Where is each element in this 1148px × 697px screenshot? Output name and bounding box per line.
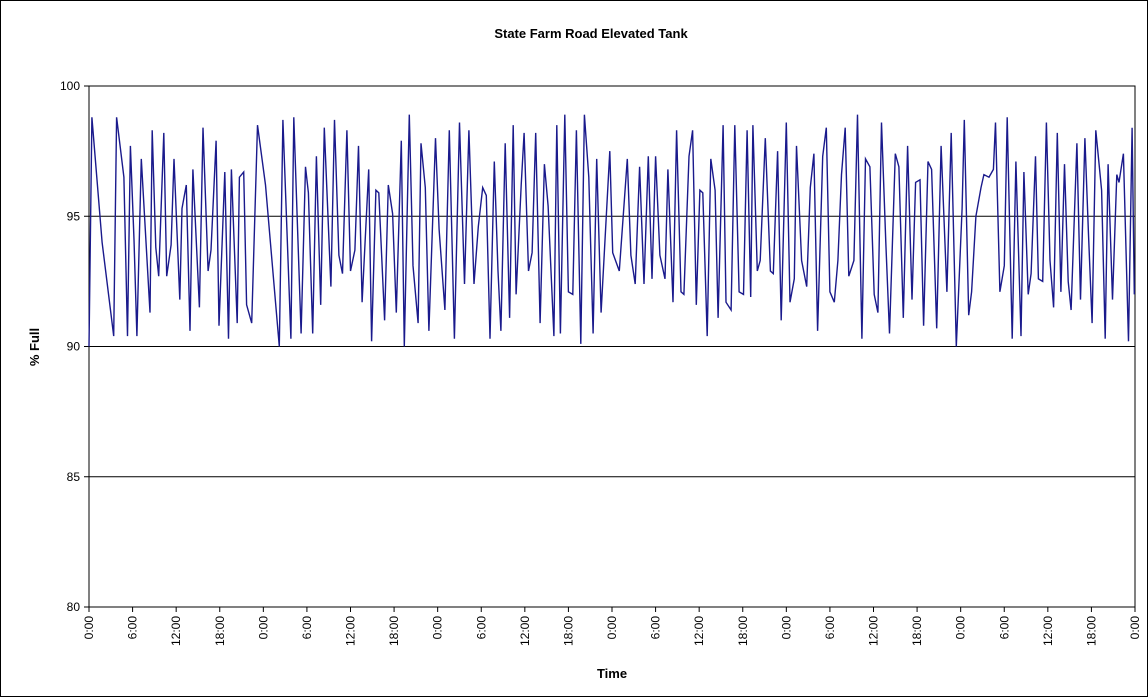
x-tick-label-20: 0:00 (954, 616, 968, 640)
series-line (88, 114, 1135, 347)
x-tick-label-14: 12:00 (692, 616, 706, 646)
x-tick-label-7: 18:00 (387, 616, 401, 646)
x-tick-label-13: 6:00 (649, 616, 663, 640)
x-tick-label-6: 12:00 (344, 616, 358, 646)
y-tick-label-4: 100 (60, 79, 80, 93)
y-axis-title: % Full (27, 328, 42, 366)
x-tick-label-24: 0:00 (1128, 616, 1142, 640)
x-tick-label-11: 18:00 (561, 616, 575, 646)
y-tick-label-3: 95 (67, 209, 81, 223)
x-tick-label-10: 12:00 (518, 616, 532, 646)
x-tick-label-1: 6:00 (126, 616, 140, 640)
y-tick-label-1: 85 (67, 470, 81, 484)
x-tick-label-5: 6:00 (300, 616, 314, 640)
x-tick-label-12: 0:00 (605, 616, 619, 640)
x-tick-label-9: 6:00 (474, 616, 488, 640)
x-tick-label-0: 0:00 (82, 616, 96, 640)
y-tick-label-0: 80 (67, 600, 81, 614)
x-tick-label-15: 18:00 (736, 616, 750, 646)
y-axis: 80 85 90 95 100 (60, 79, 89, 614)
x-tick-label-19: 18:00 (910, 616, 924, 646)
x-tick-label-23: 18:00 (1084, 616, 1098, 646)
y-tick-label-2: 90 (67, 340, 81, 354)
x-axis-title: Time (597, 666, 627, 681)
x-tick-label-8: 0:00 (431, 616, 445, 640)
x-tick-label-16: 0:00 (779, 616, 793, 640)
x-axis: 0:00 6:00 12:00 18:00 0:00 6:00 12:00 18:00 0:00… (82, 607, 1142, 646)
x-tick-label-3: 18:00 (213, 616, 227, 646)
x-tick-label-2: 12:00 (169, 616, 183, 646)
x-tick-label-4: 0:00 (256, 616, 270, 640)
x-tick-label-17: 6:00 (823, 616, 837, 640)
chart-title: State Farm Road Elevated Tank (494, 26, 688, 41)
x-tick-label-22: 12:00 (1041, 616, 1055, 646)
x-tick-label-21: 6:00 (997, 616, 1011, 640)
x-tick-label-18: 12:00 (867, 616, 881, 646)
